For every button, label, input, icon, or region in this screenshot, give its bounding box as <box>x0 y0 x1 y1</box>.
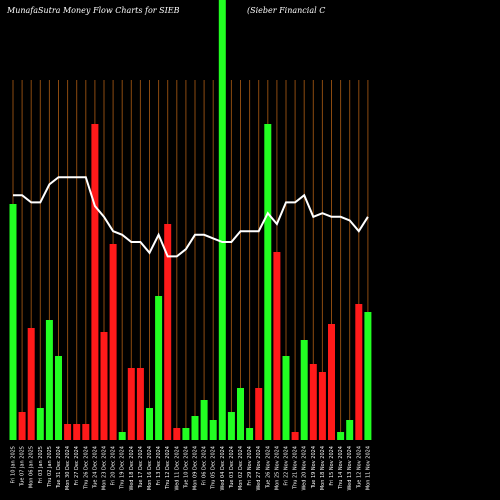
bar-10 <box>91 124 99 440</box>
bar-40 <box>364 312 372 440</box>
money-flow-line-group <box>13 176 369 258</box>
x-tick-label: Mon 11 Nov 2024 <box>365 446 371 490</box>
bar-11 <box>100 332 108 440</box>
bar-34 <box>309 364 317 440</box>
x-tick-label: Fri 29 Nov 2024 <box>247 446 253 486</box>
bar-35 <box>318 372 326 440</box>
x-tick-label: Mon 30 Dec 2024 <box>65 446 71 490</box>
x-tick-label: Mon 18 Nov 2024 <box>320 446 326 490</box>
x-tick-label: Tue 31 Dec 2024 <box>56 446 62 489</box>
x-tick-label: Mon 16 Dec 2024 <box>147 446 153 490</box>
x-tick-label: Tue 10 Dec 2024 <box>183 446 189 489</box>
bar-18 <box>164 224 172 440</box>
x-tick-label: Tue 17 Dec 2024 <box>138 446 144 489</box>
x-tick-label: Tue 26 Nov 2024 <box>265 446 271 489</box>
bar-19 <box>173 428 181 440</box>
x-tick-label: Wed 04 Dec 2024 <box>220 446 226 490</box>
x-tick-label: Fri 10 Jan 2025 <box>11 446 17 484</box>
bar-14 <box>127 368 135 440</box>
x-tick-label: Wed 11 Dec 2024 <box>174 446 180 490</box>
bar-32 <box>291 432 299 440</box>
x-tick-label: Thu 19 Dec 2024 <box>120 446 126 490</box>
bar-22 <box>200 400 208 440</box>
bar-3 <box>27 328 35 440</box>
x-tick-label: Mon 25 Nov 2024 <box>274 446 280 490</box>
bar-30 <box>273 252 281 440</box>
x-tick-label: Wed 13 Nov 2024 <box>347 446 353 491</box>
bar-5 <box>45 320 53 440</box>
x-tick-label: Mon 06 Jan 2025 <box>29 446 35 488</box>
x-tick-label: Wed 27 Nov 2024 <box>256 446 262 491</box>
bar-12 <box>109 244 117 440</box>
money-flow-line <box>13 176 369 258</box>
bar-16 <box>146 408 153 440</box>
bar-1 <box>9 204 17 440</box>
x-tick-label: Tue 03 Dec 2024 <box>229 446 235 489</box>
x-tick-label: Wed 18 Dec 2024 <box>129 446 135 490</box>
bar-7 <box>64 424 72 440</box>
x-axis-labels: Fri 10 Jan 2025 Tue 07 Jan 2025 Mon 06 Jan… <box>11 446 372 491</box>
bar-26 <box>237 388 244 440</box>
bar-29 <box>264 124 272 440</box>
chart-subtitle: (Sieber Financial C <box>247 6 326 15</box>
x-tick-label: Thu 05 Dec 2024 <box>211 446 217 490</box>
x-tick-label: Wed 20 Nov 2024 <box>302 446 308 491</box>
x-tick-label: Mon 23 Dec 2024 <box>102 446 108 490</box>
bar-17 <box>155 296 163 440</box>
bars <box>9 0 372 440</box>
bar-9 <box>82 424 90 440</box>
x-tick-label: Mon 09 Dec 2024 <box>193 446 199 490</box>
chart-title: MunafaSutra Money Flow Charts for SIEB <box>7 6 180 15</box>
x-tick-label: Fri 03 Jan 2025 <box>38 446 44 484</box>
x-tick-label: Thu 02 Jan 2025 <box>47 446 53 488</box>
bar-23 <box>209 420 217 440</box>
x-tick-label: Tue 24 Dec 2024 <box>92 446 98 489</box>
bar-33 <box>300 340 308 440</box>
bar-27 <box>246 428 254 440</box>
x-tick-label: Thu 21 Nov 2024 <box>293 446 299 490</box>
bar-25 <box>227 412 235 440</box>
bar-20 <box>182 428 190 440</box>
bar-6 <box>55 356 62 440</box>
x-tick-label: Tue 19 Nov 2024 <box>311 446 317 489</box>
bar-36 <box>328 324 335 440</box>
bar-28 <box>255 388 263 440</box>
bar-4 <box>36 408 44 440</box>
bar-2 <box>18 412 26 440</box>
x-tick-label: Fri 15 Nov 2024 <box>329 446 335 486</box>
bar-24 <box>218 0 226 440</box>
x-tick-label: Thu 26 Dec 2024 <box>83 446 89 490</box>
bar-15 <box>136 368 144 440</box>
bar-8 <box>73 424 81 440</box>
x-tick-label: Fri 13 Dec 2024 <box>156 446 162 486</box>
x-tick-label: Tue 12 Nov 2024 <box>356 446 362 489</box>
bar-37 <box>337 432 345 440</box>
bar-13 <box>118 432 126 440</box>
x-tick-label: Fri 20 Dec 2024 <box>111 446 117 486</box>
bar-21 <box>191 416 199 440</box>
x-tick-label: Thu 14 Nov 2024 <box>338 446 344 490</box>
bar-38 <box>346 420 354 440</box>
x-tick-label: Fri 06 Dec 2024 <box>202 446 208 486</box>
bar-31 <box>282 356 290 440</box>
x-tick-label: Fri 27 Dec 2024 <box>74 446 80 486</box>
x-tick-label: Tue 07 Jan 2025 <box>20 446 26 487</box>
x-tick-label: Thu 12 Dec 2024 <box>165 446 171 490</box>
x-tick-label: Mon 02 Dec 2024 <box>238 446 244 490</box>
x-tick-label: Fri 22 Nov 2024 <box>284 446 290 486</box>
bar-39 <box>355 304 363 440</box>
